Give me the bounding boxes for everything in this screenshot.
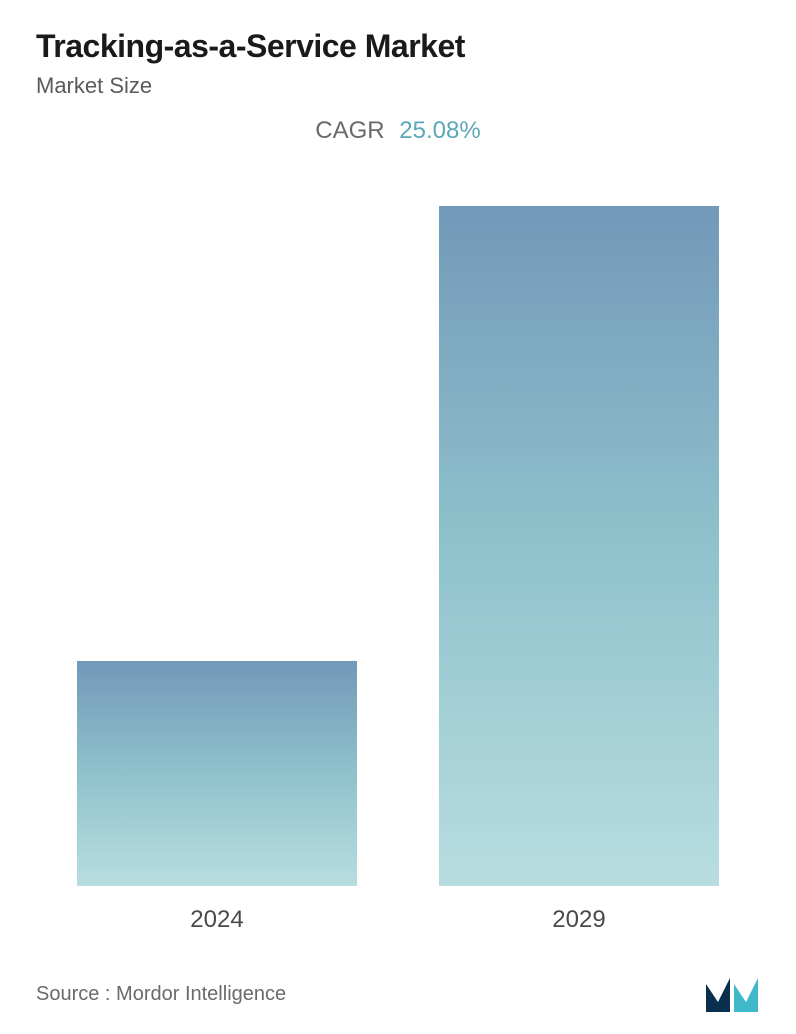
chart-container: Tracking-as-a-Service Market Market Size… <box>0 0 796 1034</box>
bar-group-0: 2024 <box>77 661 357 934</box>
cagr-label: CAGR <box>315 117 384 144</box>
cagr-value: 25.08% <box>399 117 480 144</box>
chart-plot-area: 2024 2029 <box>36 145 760 934</box>
bar-label-1: 2029 <box>552 906 605 934</box>
chart-footer: Source : Mordor Intelligence <box>36 944 760 1014</box>
mordor-logo-icon <box>704 974 760 1014</box>
bar-label-0: 2024 <box>190 906 243 934</box>
bar-0 <box>77 661 357 886</box>
cagr-row: CAGR 25.08% <box>36 117 760 145</box>
bar-group-1: 2029 <box>439 206 719 934</box>
chart-subtitle: Market Size <box>36 73 760 99</box>
bar-1 <box>439 206 719 886</box>
chart-title: Tracking-as-a-Service Market <box>36 28 760 65</box>
chart-header: Tracking-as-a-Service Market Market Size… <box>36 28 760 145</box>
source-text: Source : Mordor Intelligence <box>36 983 286 1006</box>
